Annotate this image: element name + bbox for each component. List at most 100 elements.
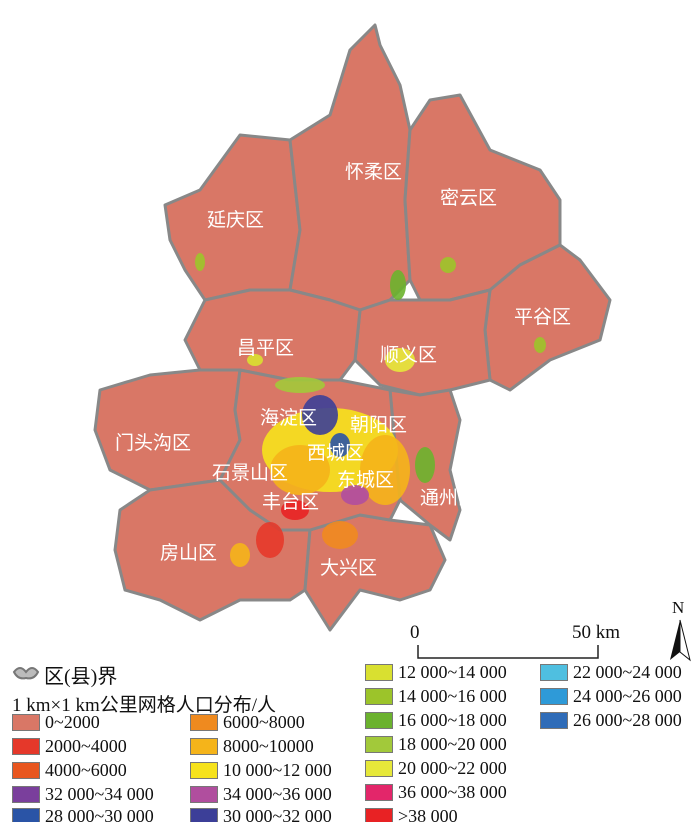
- district-label: 延庆区: [207, 210, 265, 231]
- legend-item: 16 000~18 000: [365, 710, 507, 731]
- legend-item: 14 000~16 000: [365, 686, 507, 707]
- legend-swatch: [365, 664, 393, 681]
- legend-label: 20 000~22 000: [398, 758, 507, 778]
- scale-end: 50 km: [572, 622, 621, 643]
- legend-swatch: [12, 786, 40, 803]
- legend-swatch: [365, 808, 393, 822]
- legend-swatch: [190, 738, 218, 755]
- legend-item: 20 000~22 000: [365, 758, 507, 779]
- district-label: 通州区: [420, 488, 478, 509]
- population-density-patch: [330, 433, 350, 457]
- boundary-legend-label: 区(县)界: [44, 666, 118, 688]
- legend-label: 10 000~12 000: [223, 760, 332, 780]
- legend-item: >38 000: [365, 806, 458, 822]
- legend-swatch: [190, 714, 218, 731]
- district-area: [353, 288, 492, 397]
- population-density-patch: [302, 395, 338, 435]
- legend-swatch: [12, 714, 40, 731]
- district-label: 门头沟区: [115, 433, 192, 454]
- legend-swatch: [190, 762, 218, 779]
- legend-label: 12 000~14 000: [398, 662, 507, 682]
- north-arrow-icon: [670, 619, 691, 662]
- legend-label: 24 000~26 000: [573, 686, 682, 706]
- legend-label: 26 000~28 000: [573, 710, 682, 730]
- legend-swatch: [540, 688, 568, 705]
- legend-item: 18 000~20 000: [365, 734, 507, 755]
- legend-label: 22 000~24 000: [573, 662, 682, 682]
- legend-item: 34 000~36 000: [190, 784, 332, 805]
- population-density-patch: [270, 445, 330, 495]
- scale-start: 0: [410, 622, 420, 643]
- legend-label: 16 000~18 000: [398, 710, 507, 730]
- legend-swatch: [12, 738, 40, 755]
- scale-bar: [417, 645, 599, 659]
- district-label: 怀柔区: [345, 162, 403, 183]
- district-label: 石景山区: [212, 463, 289, 484]
- legend-label: 32 000~34 000: [45, 784, 154, 804]
- population-density-patch: [281, 500, 309, 520]
- legend-item: 10 000~12 000: [190, 760, 332, 781]
- legend-item: 6000~8000: [190, 712, 305, 733]
- legend-swatch: [540, 664, 568, 681]
- legend-label: 8000~10000: [223, 736, 314, 756]
- legend-label: >38 000: [398, 806, 458, 822]
- legend-swatch: [12, 762, 40, 779]
- legend-title: 1 km×1 km公里网格人口分布/人: [12, 695, 277, 716]
- legend-item: 24 000~26 000: [540, 686, 682, 707]
- legend-item: 30 000~32 000: [190, 806, 332, 822]
- legend-item: 12 000~14 000: [365, 662, 507, 683]
- district-label: 密云区: [440, 188, 498, 209]
- population-density-patch: [360, 435, 410, 505]
- population-density-patch: [440, 257, 456, 273]
- population-density-patch: [534, 337, 546, 353]
- population-density-patch: [415, 447, 435, 483]
- legend-swatch: [365, 688, 393, 705]
- boundary-legend-icon: [12, 667, 40, 680]
- legend-item: 22 000~24 000: [540, 662, 682, 683]
- legend-label: 14 000~16 000: [398, 686, 507, 706]
- legend-label: 28 000~30 000: [45, 806, 154, 822]
- population-density-patch: [230, 543, 250, 567]
- district-label: 昌平区: [237, 338, 295, 359]
- legend-swatch: [365, 712, 393, 729]
- district-label: 西城区: [307, 443, 365, 464]
- district-label: 大兴区: [320, 558, 378, 579]
- legend-label: 6000~8000: [223, 712, 305, 732]
- legend-swatch: [12, 808, 40, 822]
- legend-swatch: [365, 736, 393, 753]
- legend-item: 4000~6000: [12, 760, 127, 781]
- district-label: 朝阳区: [350, 415, 408, 436]
- legend-item: 2000~4000: [12, 736, 127, 757]
- legend-item: 8000~10000: [190, 736, 314, 757]
- population-density-patch: [322, 521, 358, 549]
- legend-label: 36 000~38 000: [398, 782, 507, 802]
- district-label: 东城区: [337, 470, 395, 491]
- legend-swatch: [365, 760, 393, 777]
- population-density-patch: [256, 522, 284, 558]
- legend-label: 34 000~36 000: [223, 784, 332, 804]
- district-area: [183, 288, 362, 382]
- legend-item: 26 000~28 000: [540, 710, 682, 731]
- district-label: 丰台区: [262, 492, 320, 513]
- legend-item: 28 000~30 000: [12, 806, 154, 822]
- legend-item: 32 000~34 000: [12, 784, 154, 805]
- legend-label: 2000~4000: [45, 736, 127, 756]
- district-label: 房山区: [160, 543, 218, 564]
- district-label: 顺义区: [380, 345, 438, 366]
- north-label: N: [672, 598, 685, 617]
- district-label: 海淀区: [260, 408, 318, 429]
- legend-label: 0~2000: [45, 712, 100, 732]
- legend-label: 30 000~32 000: [223, 806, 332, 822]
- population-density-patch: [195, 253, 205, 271]
- population-density-patch: [275, 377, 325, 393]
- district-label: 平谷区: [514, 307, 572, 328]
- legend-swatch: [540, 712, 568, 729]
- population-density-patch: [341, 485, 369, 505]
- legend-label: 18 000~20 000: [398, 734, 507, 754]
- legend-item: 36 000~38 000: [365, 782, 507, 803]
- legend-swatch: [190, 808, 218, 822]
- population-density-patch: [385, 348, 415, 372]
- population-density-patch: [247, 354, 263, 366]
